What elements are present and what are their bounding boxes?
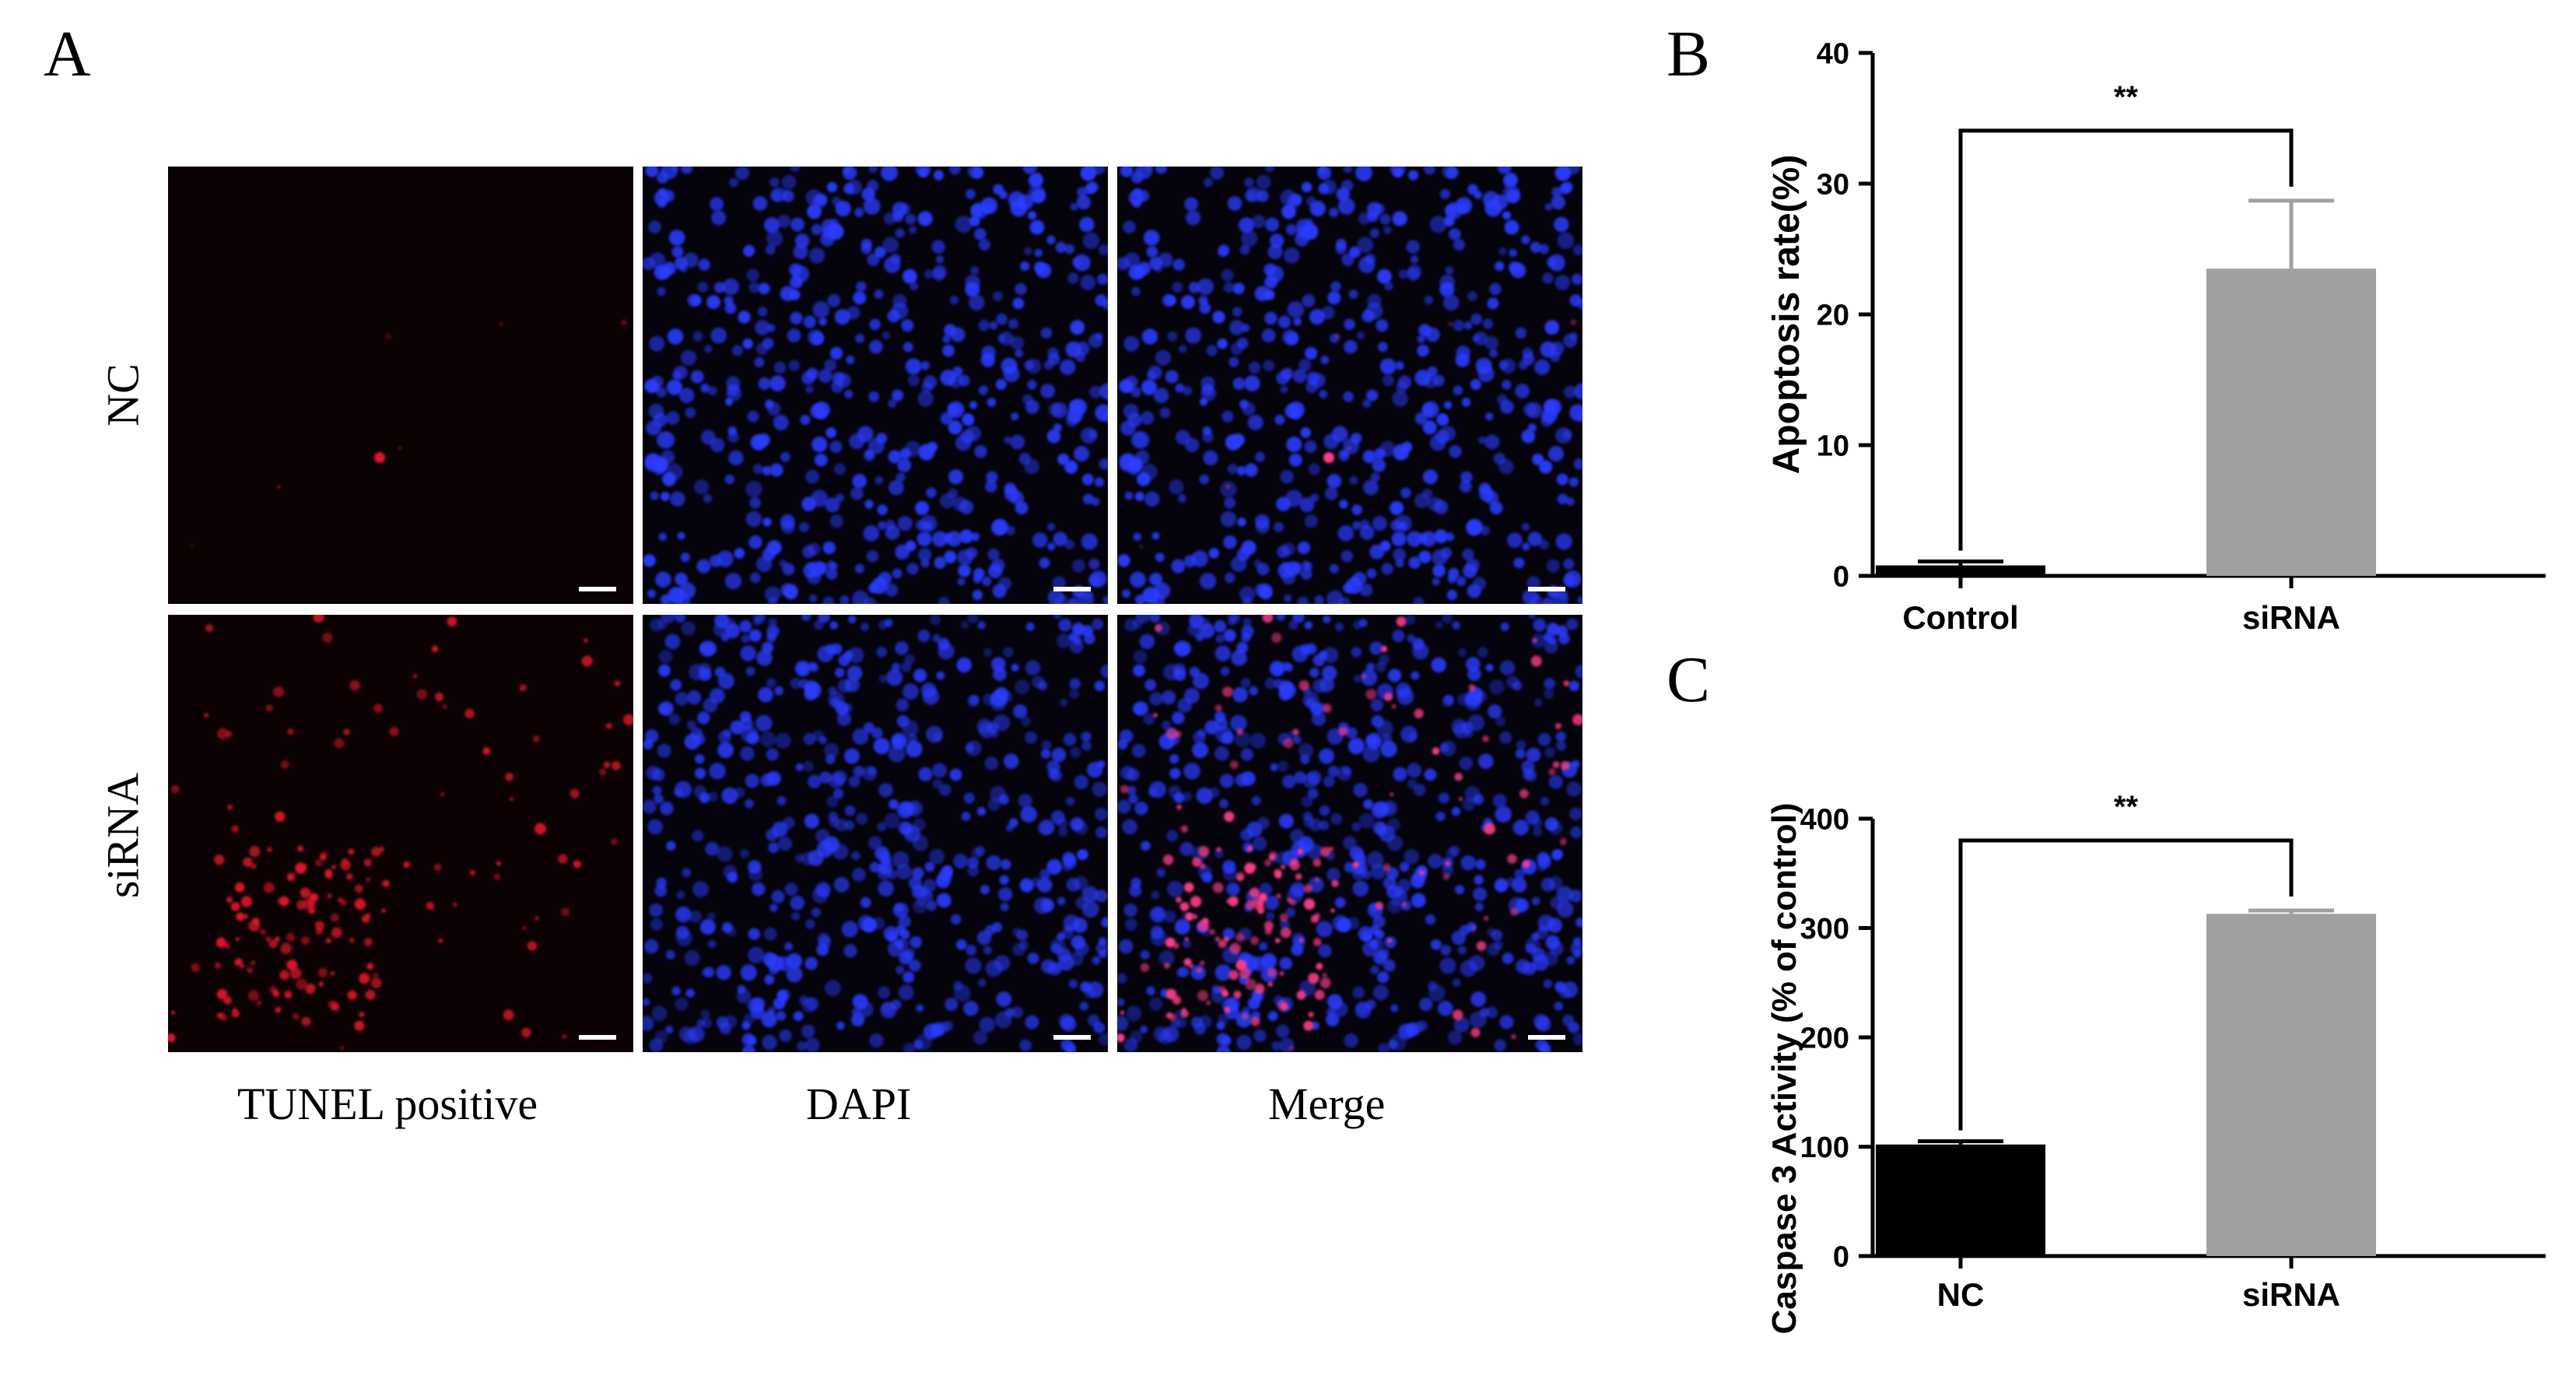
y-tick-label: 30 xyxy=(1817,169,1849,202)
bar-nc xyxy=(1876,1144,2045,1256)
y-axis-title: Apoptosis rate(%) xyxy=(1766,155,1807,475)
y-tick-label: 200 xyxy=(1800,1023,1849,1055)
chart-b: 0 10 20 30 40 Control siRNA ** Apoptosis rate(%) xyxy=(1766,38,2546,636)
col-label-dapi: DAPI xyxy=(806,1079,912,1129)
bar-sirna xyxy=(2206,914,2376,1256)
y-axis-title: Caspase 3 Activity (% of control) xyxy=(1765,803,1803,1335)
significance-label: ** xyxy=(2114,790,2139,824)
col-label-merge: Merge xyxy=(1268,1079,1386,1129)
panel-label-b: B xyxy=(1667,18,1711,90)
tile-sirna-tunel xyxy=(168,615,633,1052)
tile-nc-merge xyxy=(1117,167,1582,604)
tile-sirna-merge xyxy=(1117,615,1582,1052)
x-tick-label: NC xyxy=(1937,1276,1985,1313)
x-tick-label: siRNA xyxy=(2242,1276,2340,1313)
y-tick-label: 10 xyxy=(1817,430,1849,463)
y-tick-label: 0 xyxy=(1833,1241,1849,1274)
significance-bracket xyxy=(1958,128,2294,551)
bar-sirna xyxy=(2206,268,2376,576)
panel-label-a: A xyxy=(44,18,91,90)
y-tick-label: 300 xyxy=(1800,913,1849,946)
x-tick-label: siRNA xyxy=(2242,599,2340,636)
x-tick-label: Control xyxy=(1902,599,2018,636)
y-tick-label: 0 xyxy=(1833,561,1849,594)
col-label-tunel: TUNEL positive xyxy=(237,1079,538,1129)
y-tick-label: 100 xyxy=(1800,1132,1849,1164)
bar-control xyxy=(1876,565,2045,576)
tile-nc-dapi xyxy=(643,167,1108,604)
panel-label-c: C xyxy=(1667,644,1711,716)
chart-c: 0 100 200 300 400 NC siRNA ** Caspase 3 Activity… xyxy=(1765,790,2546,1334)
y-tick-label: 20 xyxy=(1817,300,1849,332)
significance-bracket xyxy=(1958,838,2294,1131)
significance-label: ** xyxy=(2114,80,2139,114)
y-tick-label: 40 xyxy=(1817,38,1849,71)
tile-nc-tunel xyxy=(168,167,633,604)
tile-sirna-dapi xyxy=(643,615,1108,1052)
y-tick-label: 400 xyxy=(1800,804,1849,837)
